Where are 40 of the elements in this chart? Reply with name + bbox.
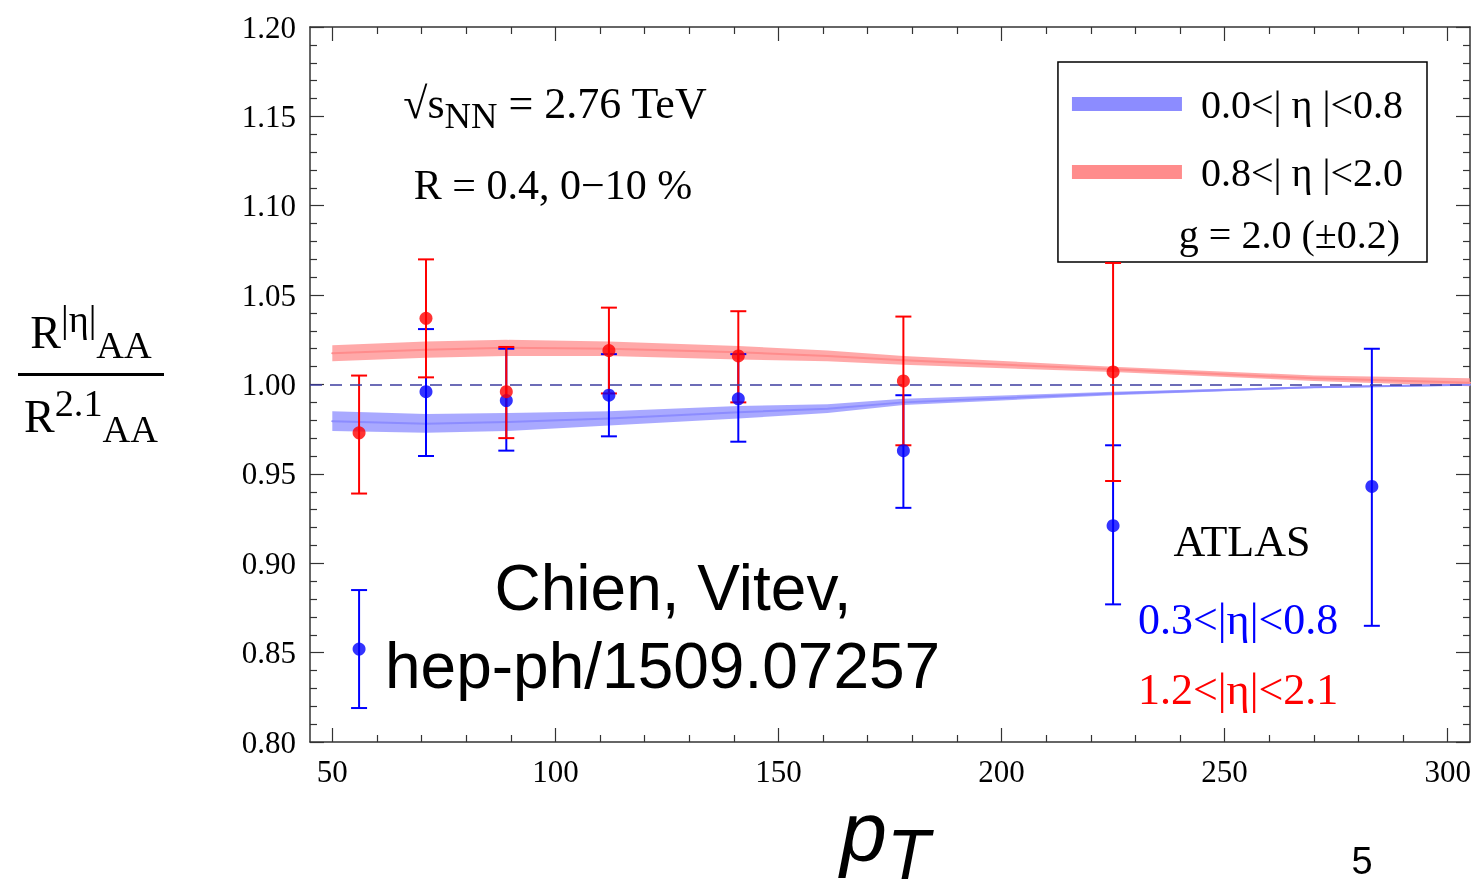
annotation: hep-ph/1509.07257	[385, 630, 941, 702]
x-tick-label: 300	[1424, 754, 1471, 789]
point	[352, 426, 366, 440]
x-tick-label: 50	[316, 754, 348, 789]
point	[1365, 479, 1379, 493]
point	[731, 349, 745, 363]
y-tick-label: 1.20	[241, 9, 296, 45]
point	[896, 374, 910, 388]
y-tick-label: 1.05	[241, 277, 296, 313]
point	[1106, 365, 1120, 379]
text: 1.2<|η|<2.1	[1138, 664, 1339, 714]
legend-title: g = 2.0 (±0.2)	[1178, 212, 1400, 257]
y-tick-label: 1.10	[241, 188, 296, 224]
point	[602, 388, 616, 402]
point	[419, 385, 433, 399]
x-tick-label: 250	[1201, 754, 1248, 789]
point	[602, 344, 616, 358]
y-tick-label: 0.85	[241, 635, 296, 671]
point	[499, 385, 513, 399]
y-tick-label: 0.80	[241, 724, 296, 760]
x-tick-label: 150	[755, 754, 802, 789]
annotation: Chien, Vitev,	[494, 552, 852, 624]
legend-label: 0.0<| η |<0.8	[1200, 81, 1404, 127]
annotation: √s$_{NN}$ = 2.76 TeV	[403, 79, 707, 136]
point	[1106, 519, 1120, 533]
point	[896, 444, 910, 458]
annotation: R = 0.4, 0−10 %	[413, 162, 693, 208]
point	[731, 392, 745, 406]
y-tick-label: 1.00	[241, 367, 296, 402]
series-label: 0.3<|η|<0.8	[1138, 594, 1339, 644]
y-tick-label: 0.95	[241, 456, 296, 492]
point	[419, 311, 433, 325]
x-tick-label: 100	[532, 754, 579, 789]
text: 5	[1351, 840, 1373, 882]
y-tick-label: 0.90	[241, 545, 296, 581]
x-tick-label: 200	[978, 754, 1025, 789]
legend-label: 0.8<| η |<2.0	[1200, 149, 1404, 195]
y-tick-label: 1.15	[241, 98, 296, 134]
annotation: ATLAS	[1173, 517, 1311, 566]
point	[352, 642, 366, 656]
